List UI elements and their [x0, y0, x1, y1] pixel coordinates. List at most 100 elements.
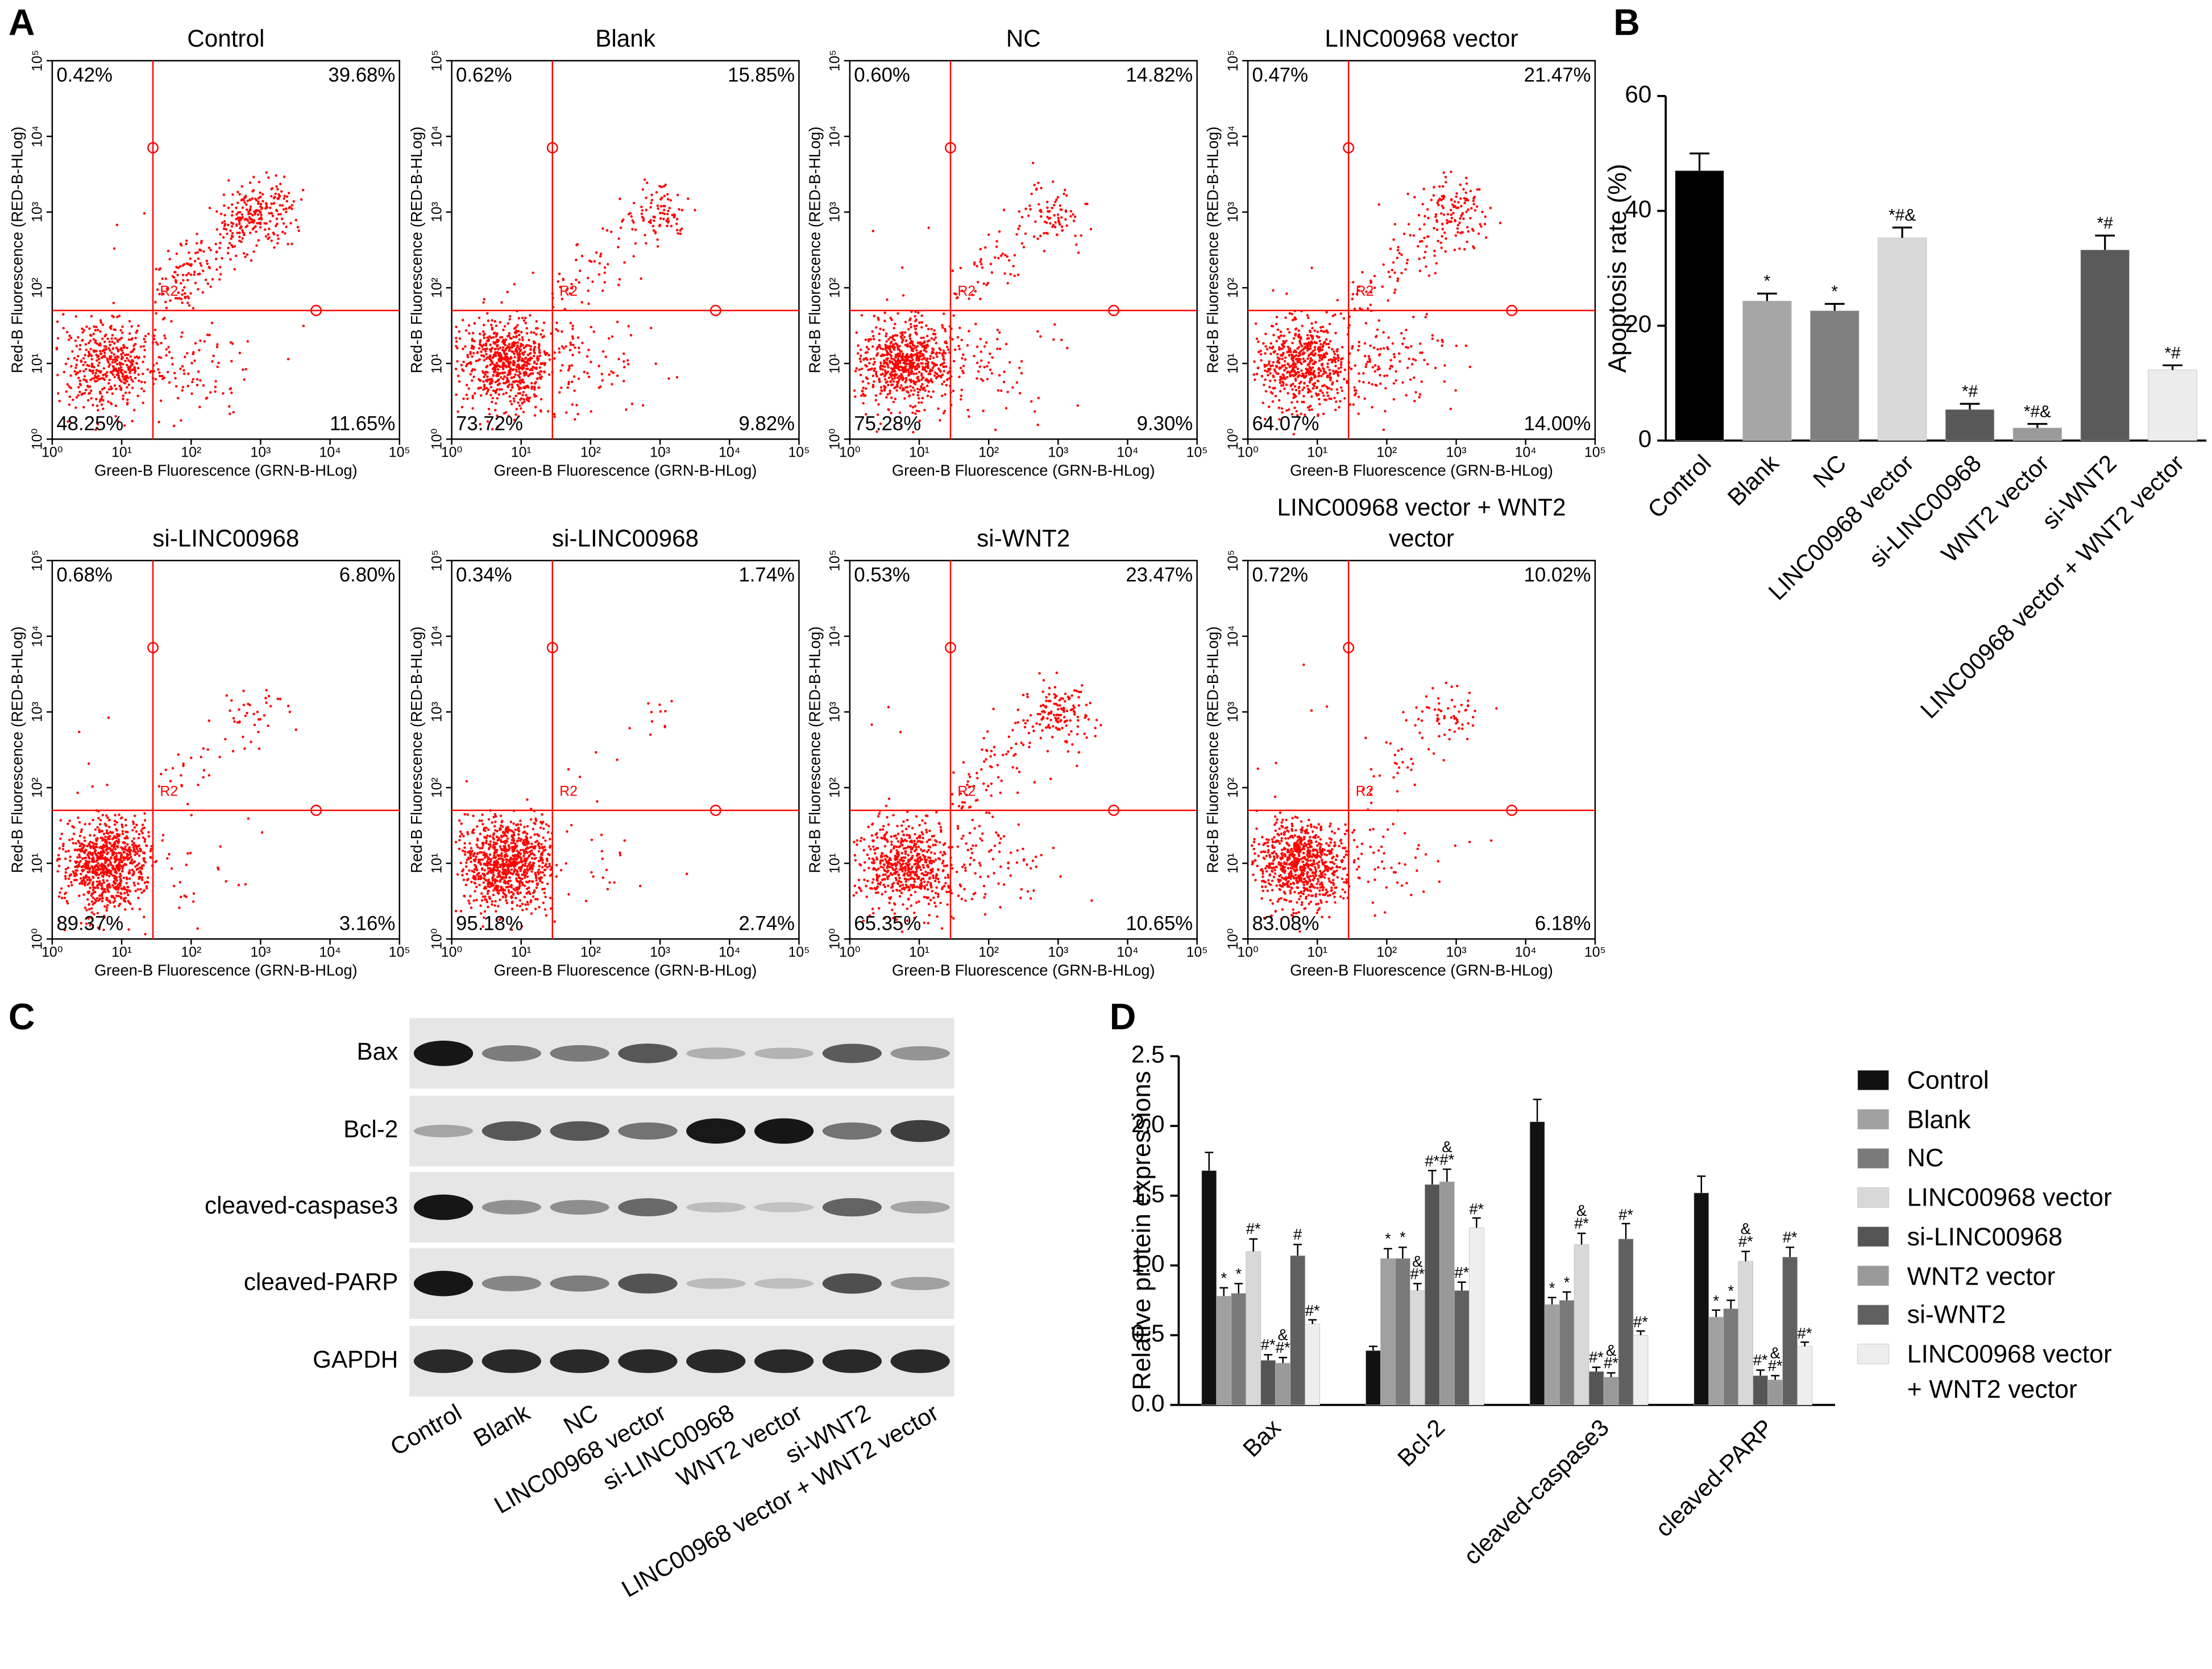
event-dot	[1455, 192, 1458, 195]
event-dot	[114, 876, 118, 880]
event-dot	[655, 190, 658, 194]
event-dot	[1264, 333, 1267, 336]
x-axis-label: Green-B Fluorescence (GRN-B-HLog)	[892, 462, 1155, 479]
event-dot	[496, 345, 499, 348]
event-dot	[872, 337, 875, 341]
event-dot	[462, 361, 465, 363]
event-dot	[906, 343, 909, 346]
x-tick-label: 10⁵	[389, 945, 410, 960]
event-dot	[128, 391, 131, 394]
event-dot	[571, 403, 574, 406]
event-dot	[512, 336, 515, 338]
event-dot	[942, 412, 945, 415]
event-dot	[1064, 218, 1067, 221]
event-dot	[485, 387, 488, 390]
event-dot	[207, 719, 210, 722]
event-dot	[109, 357, 112, 361]
event-dot	[219, 233, 222, 236]
event-dot	[98, 867, 101, 871]
event-dot	[1275, 322, 1278, 326]
event-dot	[1290, 413, 1294, 416]
event-dot	[1254, 322, 1258, 325]
event-dot	[1327, 358, 1330, 362]
event-dot	[167, 371, 169, 374]
event-dot	[140, 878, 144, 881]
event-dot	[112, 901, 115, 904]
event-dot	[1317, 348, 1319, 351]
event-dot	[650, 720, 654, 723]
event-dot	[1387, 299, 1389, 302]
event-dot	[88, 385, 92, 388]
event-dot	[677, 232, 679, 235]
event-dot	[78, 391, 81, 394]
event-dot	[62, 844, 65, 847]
event-dot	[229, 709, 231, 712]
event-dot	[913, 389, 916, 392]
event-dot	[478, 343, 482, 346]
plot-title: NC	[1006, 25, 1041, 52]
event-dot	[1311, 337, 1314, 340]
event-dot	[1285, 383, 1288, 386]
event-dot	[96, 855, 99, 859]
event-dot	[1298, 392, 1301, 395]
event-dot	[161, 318, 165, 321]
event-dot	[904, 343, 907, 347]
x-tick-label: 10¹	[511, 445, 532, 461]
event-dot	[90, 397, 93, 400]
event-dot	[495, 362, 499, 365]
event-dot	[496, 364, 499, 367]
event-dot	[462, 397, 465, 400]
event-dot	[1031, 161, 1035, 164]
event-dot	[1473, 196, 1476, 198]
event-dot	[917, 365, 920, 367]
event-dot	[523, 350, 526, 354]
event-dot	[1443, 380, 1446, 383]
event-dot	[215, 228, 218, 231]
event-dot	[1459, 231, 1462, 235]
event-dot	[553, 351, 557, 354]
event-dot	[251, 214, 254, 217]
event-dot	[1433, 254, 1436, 257]
event-dot	[932, 356, 935, 359]
event-dot	[944, 352, 947, 355]
event-dot	[896, 345, 899, 349]
event-dot	[92, 404, 94, 407]
event-dot	[1417, 214, 1421, 217]
event-dot	[197, 370, 200, 373]
event-dot	[1393, 291, 1396, 294]
event-dot	[645, 208, 648, 212]
event-dot	[83, 392, 86, 395]
event-dot	[75, 879, 78, 881]
event-dot	[124, 908, 127, 911]
event-dot	[98, 823, 102, 826]
event-dot	[508, 332, 511, 335]
event-dot	[879, 422, 882, 425]
event-dot	[185, 895, 188, 898]
event-dot	[531, 368, 534, 371]
event-dot	[1313, 349, 1316, 351]
event-dot	[879, 386, 883, 389]
event-dot	[208, 334, 211, 337]
event-dot	[484, 373, 487, 376]
event-dot	[279, 183, 282, 185]
event-dot	[889, 316, 892, 320]
event-dot	[1309, 372, 1313, 376]
event-dot	[517, 415, 520, 418]
event-dot	[236, 231, 239, 234]
event-dot	[90, 907, 93, 910]
event-dot	[867, 382, 870, 385]
event-dot	[225, 228, 228, 231]
event-dot	[184, 292, 186, 295]
event-dot	[81, 338, 84, 342]
event-dot	[1414, 359, 1417, 362]
y-tick-label: 10⁴	[30, 626, 45, 647]
event-dot	[67, 877, 70, 880]
quadrant-label: 73.72%	[456, 413, 523, 435]
event-dot	[96, 369, 99, 372]
event-dot	[124, 848, 127, 851]
event-dot	[282, 208, 285, 211]
event-dot	[1300, 375, 1304, 378]
event-dot	[981, 379, 985, 382]
event-dot	[908, 333, 912, 336]
event-dot	[239, 227, 242, 230]
